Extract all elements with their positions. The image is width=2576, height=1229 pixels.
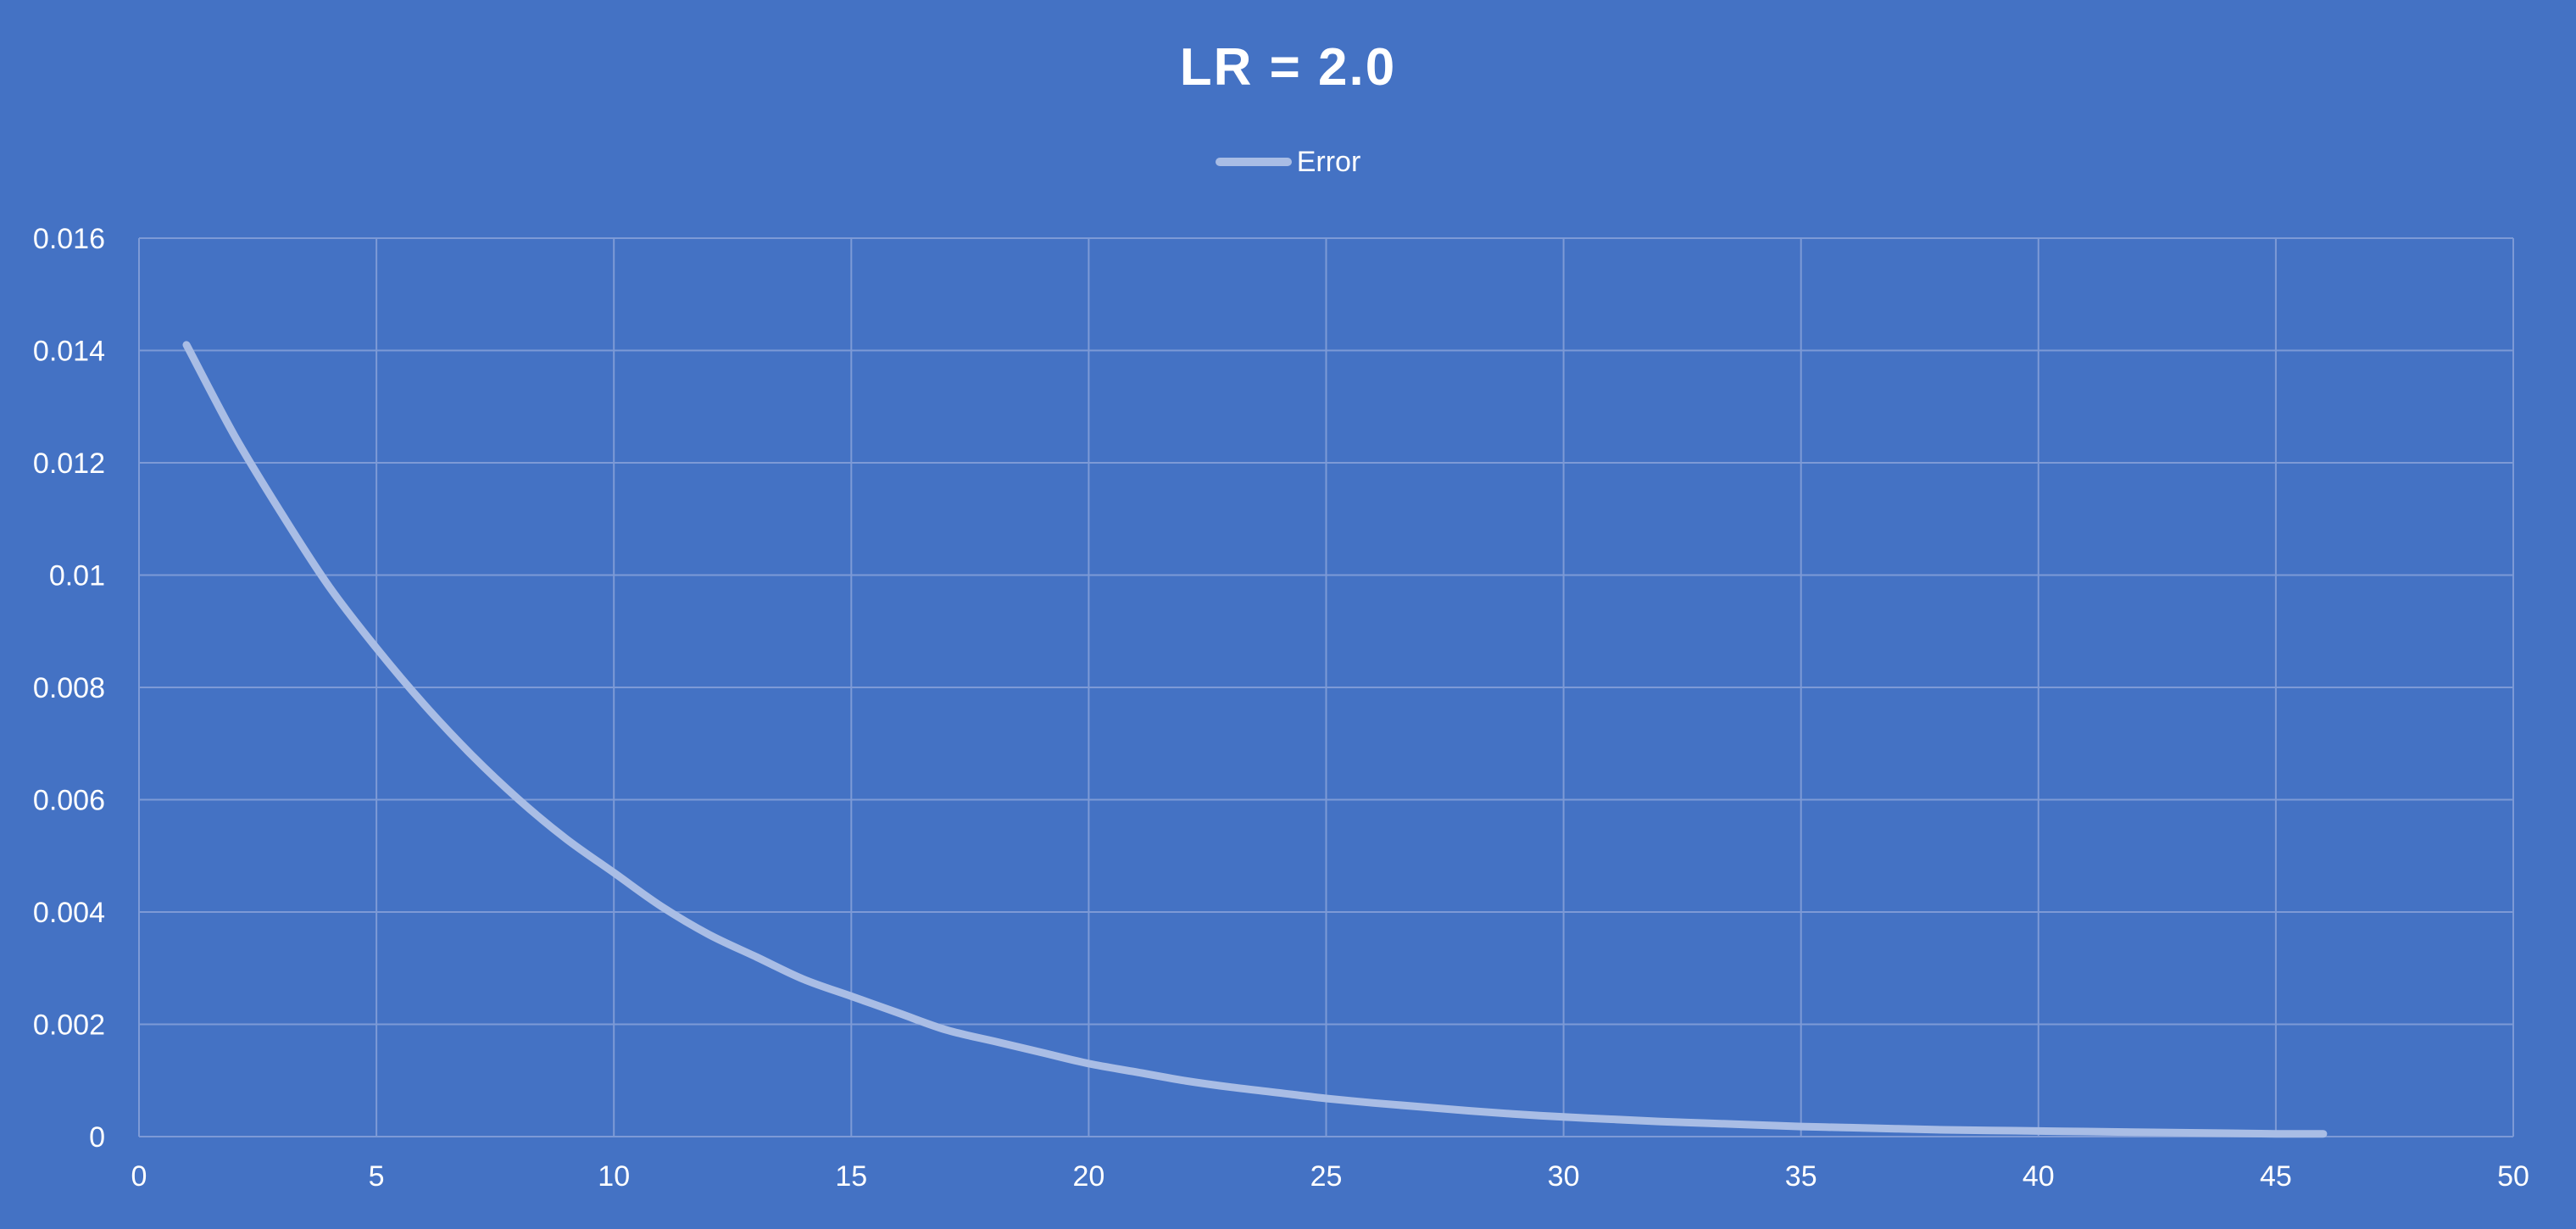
x-tick-label: 20 [1072,1160,1104,1193]
legend-label-error: Error [1296,146,1361,178]
y-tick-label: 0 [89,1121,105,1154]
y-tick-label: 0.002 [33,1009,105,1042]
x-tick-label: 50 [2497,1160,2529,1193]
y-tick-label: 0.004 [33,897,105,929]
y-tick-label: 0.008 [33,672,105,704]
x-tick-label: 0 [131,1160,147,1193]
chart-title: LR = 2.0 [1179,38,1397,97]
x-tick-label: 35 [1785,1160,1817,1193]
x-tick-label: 25 [1310,1160,1343,1193]
x-tick-label: 40 [2022,1160,2055,1193]
y-tick-label: 0.01 [49,560,105,592]
y-tick-label: 0.006 [33,785,105,817]
y-tick-label: 0.014 [33,336,105,368]
x-tick-label: 5 [369,1160,385,1193]
y-tick-label: 0.016 [33,223,105,255]
legend-swatch-error [1215,158,1292,166]
x-tick-label: 30 [1548,1160,1580,1193]
x-tick-label: 15 [835,1160,867,1193]
x-tick-label: 10 [598,1160,630,1193]
x-tick-label: 45 [2260,1160,2292,1193]
series-line-error [182,341,2328,1138]
legend: Error [0,142,2576,181]
y-tick-label: 0.012 [33,448,105,480]
